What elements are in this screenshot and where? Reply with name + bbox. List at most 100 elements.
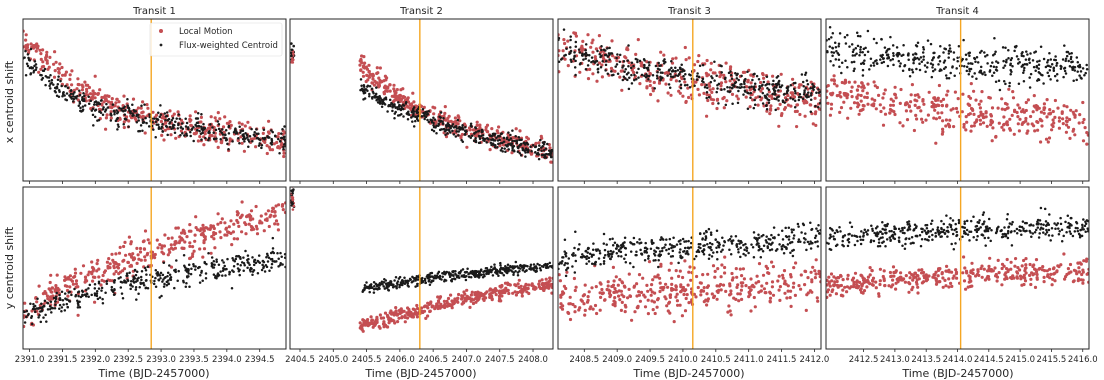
flux-centroid-point xyxy=(411,120,414,123)
flux-centroid-point xyxy=(26,53,30,56)
local-motion-point xyxy=(188,119,192,123)
flux-centroid-point xyxy=(668,86,672,90)
flux-centroid-point xyxy=(695,78,699,81)
local-motion-point xyxy=(1068,136,1072,140)
local-motion-point xyxy=(979,99,983,103)
flux-centroid-point xyxy=(68,290,71,293)
flux-centroid-point xyxy=(85,288,88,292)
flux-centroid-point xyxy=(829,60,832,63)
flux-centroid-point xyxy=(530,150,533,153)
flux-centroid-point xyxy=(705,83,708,87)
local-motion-point xyxy=(221,125,226,129)
flux-centroid-point xyxy=(59,79,62,83)
local-motion-point xyxy=(122,125,126,130)
flux-centroid-point xyxy=(198,265,201,269)
flux-centroid-point xyxy=(142,284,146,287)
local-motion-point xyxy=(445,299,449,303)
flux-centroid-point xyxy=(499,266,503,269)
local-motion-point xyxy=(122,244,126,249)
flux-centroid-point xyxy=(680,63,683,66)
local-motion-point xyxy=(606,284,610,288)
flux-centroid-point xyxy=(879,54,882,57)
local-motion-point xyxy=(566,64,570,68)
local-motion-point xyxy=(591,72,595,76)
flux-centroid-point xyxy=(676,74,680,77)
flux-centroid-point xyxy=(993,37,996,40)
flux-centroid-point xyxy=(573,54,576,58)
local-motion-point xyxy=(248,215,252,219)
local-motion-point xyxy=(562,38,566,42)
flux-centroid-point xyxy=(127,107,131,110)
local-motion-point xyxy=(415,306,420,311)
local-motion-point xyxy=(709,97,714,101)
flux-centroid-point xyxy=(897,59,901,63)
flux-centroid-point xyxy=(93,100,97,104)
local-motion-point xyxy=(110,252,114,256)
flux-centroid-point xyxy=(775,97,778,101)
local-motion-point xyxy=(426,314,430,318)
local-motion-point xyxy=(941,119,945,123)
flux-centroid-point xyxy=(204,136,207,140)
flux-centroid-point xyxy=(503,147,506,150)
flux-centroid-point xyxy=(163,282,166,286)
flux-centroid-point xyxy=(237,136,240,140)
local-motion-point xyxy=(411,91,415,95)
flux-centroid-point xyxy=(918,68,922,72)
flux-centroid-point xyxy=(227,132,231,135)
flux-centroid-point xyxy=(411,110,414,113)
local-motion-point xyxy=(547,284,552,288)
local-motion-point xyxy=(93,300,97,304)
local-motion-point xyxy=(594,47,599,51)
local-motion-point xyxy=(106,266,110,270)
local-motion-point xyxy=(751,98,755,102)
flux-centroid-point xyxy=(720,71,723,74)
local-motion-point xyxy=(51,294,55,298)
local-motion-point xyxy=(709,61,713,65)
local-motion-point xyxy=(789,104,793,108)
local-motion-point xyxy=(424,316,428,320)
local-motion-point xyxy=(122,94,126,98)
flux-centroid-point xyxy=(52,296,56,300)
flux-centroid-point xyxy=(90,293,93,297)
local-motion-point xyxy=(130,255,134,259)
flux-centroid-point xyxy=(736,72,739,76)
local-motion-point xyxy=(377,76,381,80)
flux-centroid-point xyxy=(1079,76,1083,79)
flux-centroid-point xyxy=(414,119,417,123)
flux-centroid-point xyxy=(364,88,368,91)
local-motion-point xyxy=(486,130,490,134)
flux-centroid-point xyxy=(843,35,847,39)
flux-centroid-point xyxy=(411,114,415,118)
local-motion-point xyxy=(1002,115,1006,119)
flux-centroid-point xyxy=(264,264,268,267)
flux-centroid-point xyxy=(757,88,761,91)
flux-centroid-point xyxy=(207,130,211,133)
local-motion-point xyxy=(768,94,772,98)
local-motion-point xyxy=(978,106,983,110)
flux-centroid-point xyxy=(1038,71,1042,75)
local-motion-point xyxy=(978,118,983,122)
flux-centroid-point xyxy=(113,288,116,292)
flux-centroid-point xyxy=(599,66,603,69)
flux-centroid-point xyxy=(1025,63,1029,66)
flux-centroid-point xyxy=(95,103,98,106)
flux-centroid-point xyxy=(512,149,516,152)
flux-centroid-point xyxy=(143,103,146,106)
local-motion-point xyxy=(615,59,619,63)
flux-centroid-point xyxy=(984,73,987,77)
local-motion-point xyxy=(788,296,792,300)
flux-centroid-point xyxy=(752,106,756,110)
flux-centroid-point xyxy=(137,292,140,295)
local-motion-point xyxy=(1085,142,1089,146)
flux-centroid-point xyxy=(616,53,619,56)
local-motion-point xyxy=(988,96,992,100)
flux-centroid-point xyxy=(120,107,123,111)
flux-centroid-point xyxy=(216,120,220,123)
flux-centroid-point xyxy=(907,54,910,57)
local-motion-point xyxy=(359,68,363,72)
flux-centroid-point xyxy=(656,70,659,74)
local-motion-point xyxy=(100,95,104,100)
flux-centroid-point xyxy=(533,266,537,270)
flux-centroid-point xyxy=(232,130,236,134)
flux-centroid-point xyxy=(35,66,38,69)
